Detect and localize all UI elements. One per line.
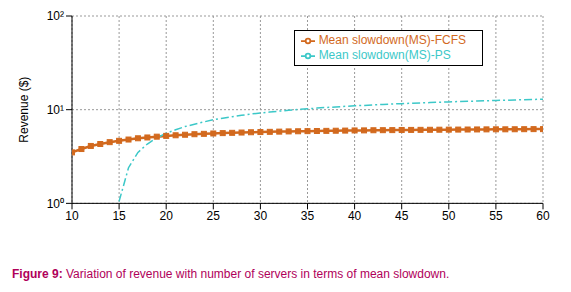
svg-text:35: 35 — [301, 209, 315, 223]
svg-text:10²: 10² — [47, 9, 64, 23]
svg-text:45: 45 — [395, 209, 409, 223]
svg-text:25: 25 — [207, 209, 221, 223]
svg-text:40: 40 — [348, 209, 362, 223]
svg-text:50: 50 — [442, 209, 456, 223]
svg-text:10⁰: 10⁰ — [47, 197, 64, 211]
html-text:Mean slowdown(MS)-FCFS: Mean slowdown(MS)-FCFS — [318, 33, 466, 47]
svg-text:Revenue ($): Revenue ($) — [17, 77, 31, 143]
svg-text:15: 15 — [112, 209, 126, 223]
html-text:Mean slowdown(MS)-PS: Mean slowdown(MS)-PS — [318, 47, 451, 62]
svg-text:10¹: 10¹ — [47, 103, 64, 117]
svg-text:20: 20 — [160, 209, 174, 223]
svg-text:10: 10 — [65, 209, 79, 223]
svg-text:60: 60 — [536, 209, 550, 223]
svg-text:30: 30 — [254, 209, 268, 223]
svg-text:55: 55 — [489, 209, 503, 223]
html-text:Figure 9: Variation of revenue: Figure 9: Variation of revenue with numb… — [12, 267, 450, 281]
